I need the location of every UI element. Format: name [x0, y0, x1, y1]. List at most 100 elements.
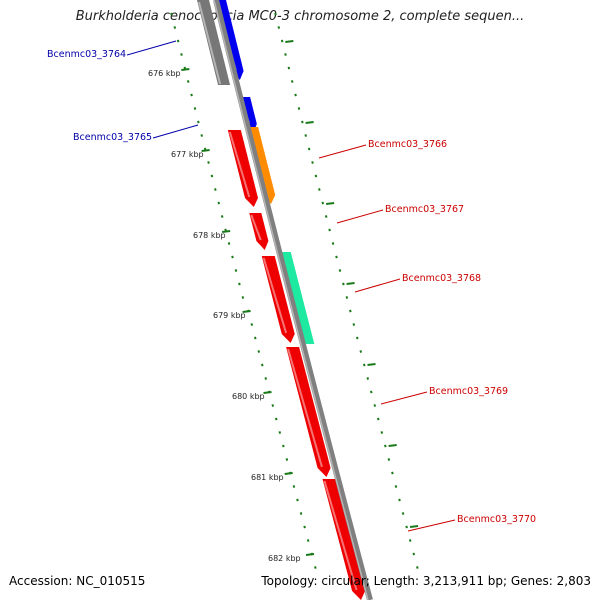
- minor-tick: [311, 161, 314, 164]
- minor-tick: [290, 80, 294, 83]
- minor-tick: [342, 282, 345, 286]
- minor-tick: [200, 134, 203, 137]
- minor-tick: [297, 107, 301, 110]
- minor-tick: [304, 134, 307, 137]
- minor-ticks-right: [274, 12, 419, 569]
- minor-tick: [227, 242, 231, 245]
- minor-tick: [359, 350, 363, 353]
- minor-tick: [241, 296, 245, 299]
- minor-tick: [193, 107, 197, 110]
- map-title: Burkholderia cenocepacia MC0-3 chromosom…: [75, 9, 525, 24]
- minor-tick: [416, 566, 419, 569]
- minor-tick: [197, 120, 200, 124]
- minor-tick: [384, 444, 387, 448]
- minor-tick: [231, 255, 234, 259]
- minor-tick: [398, 498, 401, 502]
- minor-tick: [220, 215, 224, 218]
- minor-tick: [394, 485, 398, 488]
- minor-tick: [250, 323, 254, 326]
- minor-tick: [292, 485, 296, 488]
- minor-tick: [234, 269, 238, 272]
- minor-tick: [362, 363, 366, 367]
- minor-tick: [307, 147, 311, 151]
- major-tick: [388, 444, 397, 447]
- gene-labels: Bcenmc03_3764 Bcenmc03_3765 Bcenmc03_376…: [47, 49, 536, 525]
- label-leader-line: [380, 391, 428, 405]
- label-leader-line: [407, 519, 456, 532]
- label-leader-line: [336, 209, 384, 224]
- minor-tick: [328, 228, 331, 232]
- kbp-tick-marks: [181, 40, 419, 556]
- chromosome-backbone: [213, 0, 373, 600]
- major-tick: [285, 40, 294, 43]
- label-leader-line: [126, 40, 177, 56]
- minor-tick: [352, 323, 356, 326]
- minor-tick: [186, 80, 190, 83]
- minor-tick: [282, 444, 285, 448]
- accession-text: Accession: NC_010515: [9, 574, 146, 588]
- minor-tick: [217, 201, 221, 205]
- gene-label-bcenmc03-3768[interactable]: Bcenmc03_3768: [402, 273, 481, 284]
- major-tick: [305, 553, 315, 556]
- minor-tick: [373, 404, 377, 407]
- minor-tick: [380, 431, 384, 434]
- minor-tick: [254, 336, 257, 340]
- minor-tick: [387, 458, 391, 461]
- kbp-tick-label: 681 kbp: [251, 473, 284, 482]
- minor-tick: [377, 417, 380, 421]
- minor-tick: [391, 471, 394, 475]
- gene-feature-bcenmc03-3769-highlight: [287, 348, 323, 468]
- major-tick: [242, 310, 251, 313]
- minor-tick: [314, 566, 317, 569]
- minor-tick: [301, 120, 304, 124]
- minor-tick: [264, 377, 268, 380]
- gene-feature-bcenmc03-3766: [227, 130, 258, 207]
- gene-feature-bcenmc03-3767-highlight: [250, 214, 262, 241]
- gene-feature-bcenmc03-3770: [322, 479, 366, 600]
- minor-tick: [318, 188, 321, 191]
- gene-label-bcenmc03-3764[interactable]: Bcenmc03_3764: [47, 49, 126, 60]
- minor-tick: [338, 269, 342, 272]
- minor-tick: [284, 53, 287, 56]
- gene-label-bcenmc03-3765[interactable]: Bcenmc03_3765: [73, 132, 152, 143]
- gene-label-bcenmc03-3766[interactable]: Bcenmc03_3766: [368, 139, 447, 150]
- major-tick: [181, 68, 190, 71]
- minor-tick: [321, 201, 325, 205]
- gene-feature-grey: [197, 0, 231, 85]
- minor-tick: [176, 39, 180, 43]
- gene-label-bcenmc03-3770[interactable]: Bcenmc03_3770: [457, 514, 536, 525]
- minor-tick: [238, 282, 241, 286]
- gene-label-bcenmc03-3767[interactable]: Bcenmc03_3767: [385, 204, 464, 215]
- major-tick: [305, 121, 314, 124]
- gene-feature-bcenmc03-3768-highlight: [262, 257, 288, 334]
- minor-tick: [349, 309, 352, 313]
- label-leader-line: [354, 278, 401, 293]
- major-tick: [409, 525, 419, 528]
- gene-features: [197, 0, 366, 600]
- minor-tick: [271, 404, 275, 407]
- kbp-tick-label: 676 kbp: [148, 69, 181, 78]
- genome-summary-text: Topology: circular; Length: 3,213,911 bp…: [261, 574, 591, 588]
- minor-tick: [170, 12, 173, 16]
- major-tick: [221, 230, 231, 233]
- minor-tick: [299, 512, 303, 515]
- kbp-tick-label: 678 kbp: [193, 231, 226, 240]
- minor-tick: [345, 296, 349, 299]
- minor-tick: [285, 458, 289, 461]
- minor-tick: [412, 552, 416, 556]
- minor-tick: [260, 363, 264, 367]
- gene-label-bcenmc03-3769[interactable]: Bcenmc03_3769: [429, 386, 508, 397]
- gene-feature-bcenmc03-3769: [286, 347, 331, 477]
- minor-tick: [401, 512, 405, 515]
- gene-feature-bcenmc03-3767: [249, 213, 269, 250]
- minor-tick: [274, 12, 277, 16]
- major-tick: [367, 363, 376, 366]
- minor-tick: [294, 93, 297, 97]
- gene-feature-grey-highlight: [198, 1, 222, 85]
- minor-tick: [331, 242, 335, 245]
- major-tick: [263, 391, 272, 394]
- gene-feature-bcenmc03-3768: [261, 256, 295, 343]
- minor-tick: [173, 26, 177, 29]
- gene-label-leaders: [126, 40, 456, 532]
